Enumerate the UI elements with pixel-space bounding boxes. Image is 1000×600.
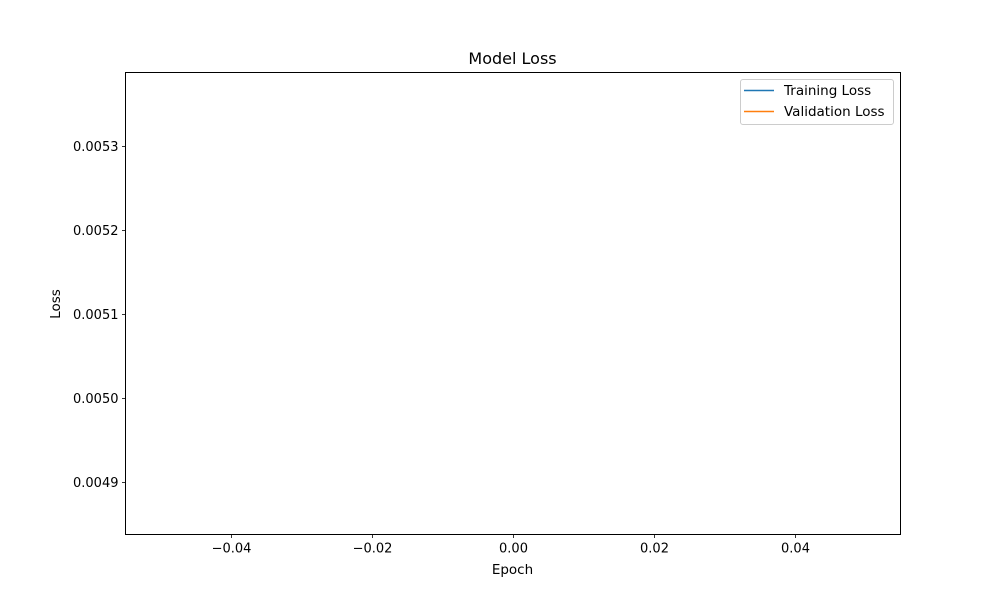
y-tick-label: 0.0051 [73,308,119,323]
y-tick-label: 0.0050 [73,392,119,407]
legend-box [740,79,894,125]
y-tick-label: 0.0053 [73,140,119,155]
y-tick-label: 0.0052 [73,224,119,239]
x-axis-ticks: −0.04 −0.02 0.00 0.02 0.04 [212,534,810,557]
x-axis-label: Epoch [492,562,533,578]
x-tick-label: 0.02 [640,542,669,557]
y-tick-label: 0.0049 [73,476,119,491]
legend-label-training-loss: Training Loss [783,83,871,99]
legend-label-validation-loss: Validation Loss [784,104,885,120]
chart-title: Model Loss [468,49,556,68]
legend: Training Loss Validation Loss [740,79,894,125]
x-tick-label: 0.04 [781,542,810,557]
x-tick-label: −0.02 [353,542,393,557]
y-axis-ticks: 0.0049 0.0050 0.0051 0.0052 0.0053 [73,140,126,491]
y-axis-label: Loss [48,289,64,319]
x-tick-label: −0.04 [212,542,252,557]
x-tick-label: 0.00 [499,542,528,557]
axes-frame [125,72,901,535]
plot-area [125,72,901,535]
